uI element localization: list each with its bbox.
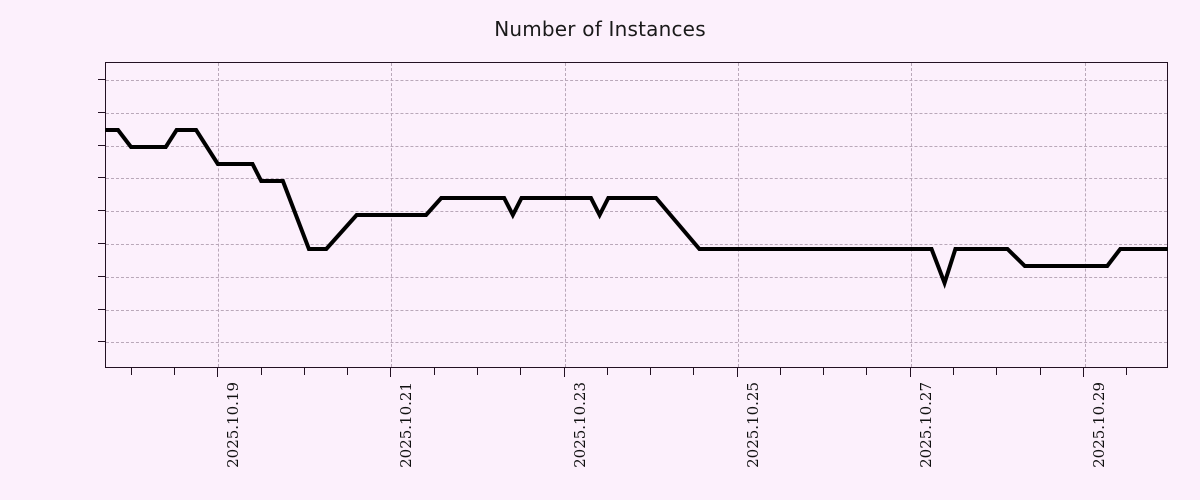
x-tick-mark	[520, 368, 521, 375]
gridline-vertical	[565, 63, 566, 367]
gridline-vertical	[911, 63, 912, 367]
gridline-horizontal	[106, 244, 1167, 245]
x-tick-mark	[607, 368, 608, 375]
x-tick-mark	[693, 368, 694, 375]
y-tick-mark	[98, 243, 105, 244]
x-tick-mark	[347, 368, 348, 375]
gridline-horizontal	[106, 113, 1167, 114]
gridline-vertical	[1085, 63, 1086, 367]
gridline-horizontal	[106, 277, 1167, 278]
x-tick-mark	[996, 368, 997, 375]
y-tick-mark	[98, 177, 105, 178]
plot-area	[105, 62, 1168, 368]
x-tick-mark-major	[564, 368, 565, 377]
x-tick-mark	[866, 368, 867, 375]
x-tick-mark-major	[910, 368, 911, 377]
x-tick-label: 2025.10.25	[744, 382, 762, 468]
y-tick-mark	[98, 309, 105, 310]
gridline-horizontal	[106, 80, 1167, 81]
y-tick-mark	[98, 276, 105, 277]
x-tick-mark	[434, 368, 435, 375]
x-tick-label: 2025.10.29	[1090, 382, 1108, 468]
x-tick-mark-major	[737, 368, 738, 377]
gridline-horizontal	[106, 146, 1167, 147]
y-tick-mark	[98, 210, 105, 211]
x-tick-mark	[261, 368, 262, 375]
x-tick-label: 2025.10.19	[224, 382, 242, 468]
gridline-vertical	[738, 63, 739, 367]
x-tick-mark	[823, 368, 824, 375]
y-tick-mark	[98, 112, 105, 113]
y-tick-mark	[98, 145, 105, 146]
x-tick-mark	[131, 368, 132, 375]
x-tick-mark-major	[390, 368, 391, 377]
gridline-horizontal	[106, 178, 1167, 179]
gridline-vertical	[391, 63, 392, 367]
x-tick-mark	[780, 368, 781, 375]
gridline-horizontal	[106, 310, 1167, 311]
gridline-vertical	[218, 63, 219, 367]
x-tick-label: 2025.10.21	[397, 382, 415, 468]
x-tick-mark	[304, 368, 305, 375]
gridline-horizontal	[106, 342, 1167, 343]
x-tick-mark	[1126, 368, 1127, 375]
x-tick-mark-major	[217, 368, 218, 377]
x-tick-mark	[477, 368, 478, 375]
x-tick-mark	[1040, 368, 1041, 375]
x-tick-mark-major	[1083, 368, 1084, 377]
x-tick-mark	[174, 368, 175, 375]
x-tick-mark	[650, 368, 651, 375]
x-tick-label: 2025.10.23	[571, 382, 589, 468]
y-tick-mark	[98, 341, 105, 342]
chart-title: Number of Instances	[494, 17, 706, 41]
y-tick-mark	[98, 79, 105, 80]
x-tick-mark	[953, 368, 954, 375]
gridline-horizontal	[106, 211, 1167, 212]
x-tick-label: 2025.10.27	[917, 382, 935, 468]
